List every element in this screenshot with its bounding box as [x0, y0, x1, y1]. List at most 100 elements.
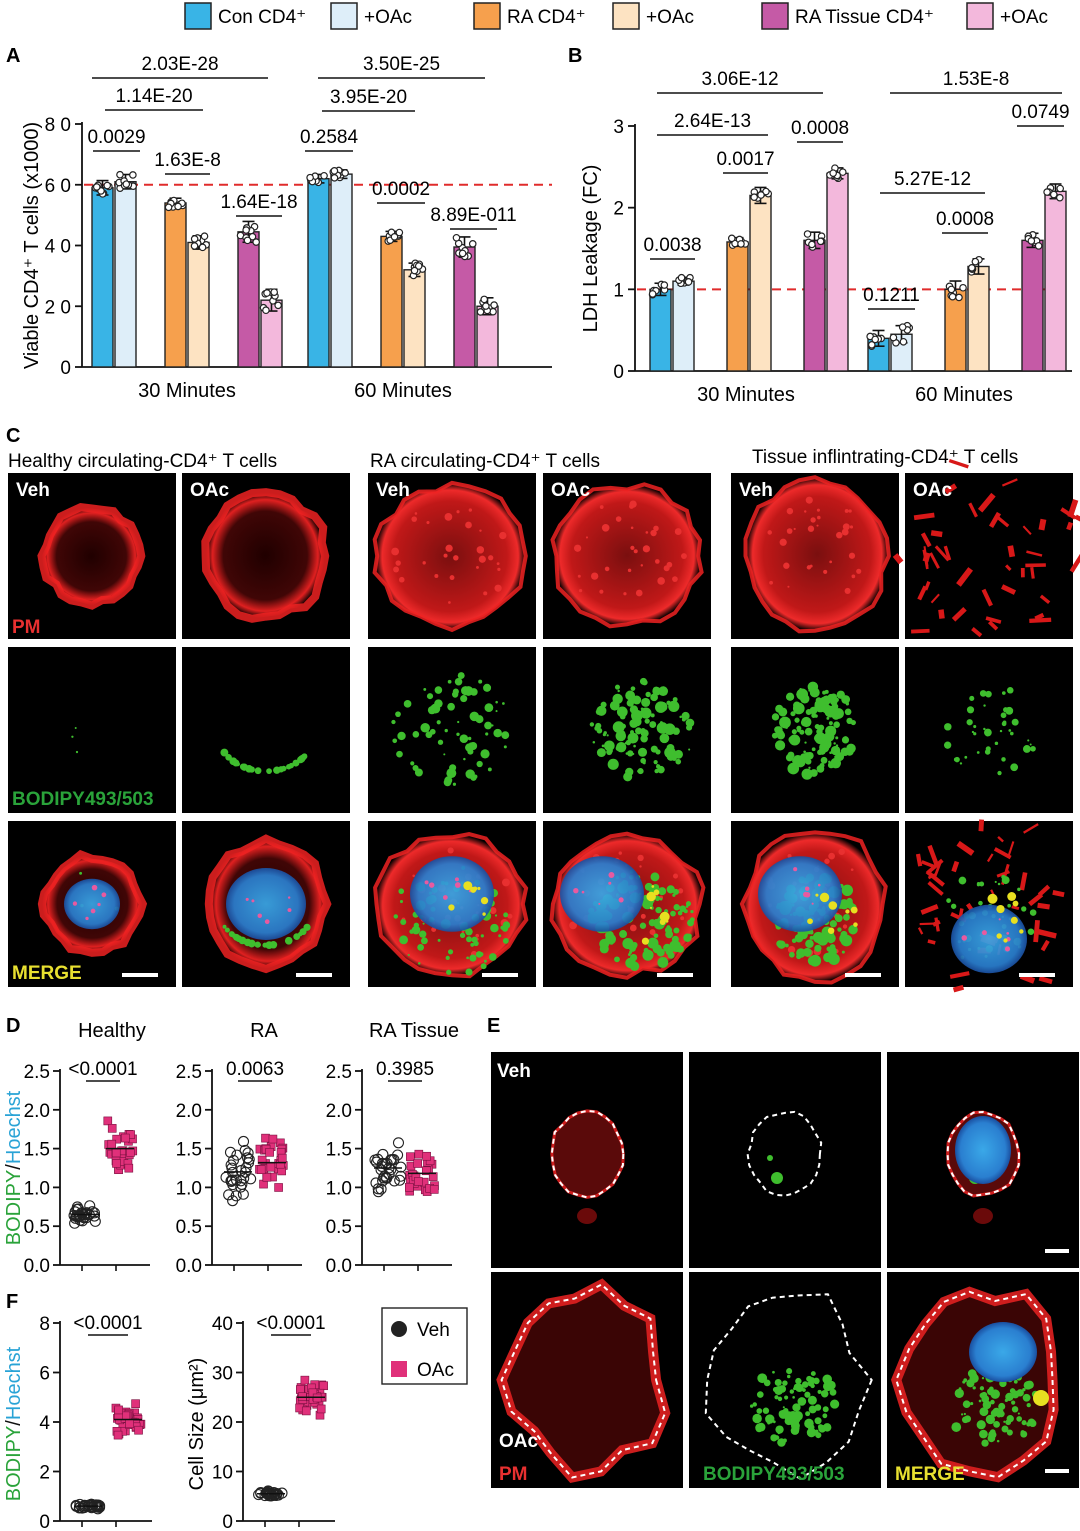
- pm-speckle: [488, 555, 494, 561]
- lipid-droplet: [614, 684, 620, 690]
- lipid-droplet: [647, 937, 659, 949]
- colocalization-spot: [1003, 938, 1008, 943]
- lipid-droplet: [484, 703, 494, 713]
- plasma-membrane: [201, 488, 330, 623]
- lipid-droplet: [471, 936, 478, 943]
- pm-speckle: [787, 945, 796, 954]
- pm-fragment: [985, 616, 1002, 624]
- lipid-droplet: [946, 898, 951, 903]
- pm-speckle: [848, 509, 852, 513]
- lipid-droplet: [672, 697, 678, 702]
- bar: [826, 172, 849, 372]
- lipid-droplet: [752, 1402, 757, 1407]
- lipid-droplet: [1025, 1380, 1034, 1390]
- lipid-droplet: [650, 693, 658, 702]
- colocalization-spot: [463, 881, 473, 891]
- lipid-droplet: [398, 888, 405, 895]
- lipid-droplet: [796, 725, 802, 731]
- lipid-droplet: [1001, 721, 1007, 727]
- lipid-droplet: [674, 749, 683, 759]
- lipid-droplet: [596, 727, 603, 734]
- lipid-droplet: [805, 752, 809, 756]
- lipid-droplet: [595, 722, 602, 729]
- y-tick-label: 2.0: [326, 1101, 352, 1122]
- data-point: [968, 263, 976, 272]
- lipid-droplet: [783, 1411, 794, 1422]
- nucleus: [226, 868, 306, 940]
- lipid-droplet: [972, 1386, 976, 1390]
- lipid-droplet: [765, 1414, 775, 1424]
- y-tick-label: 0: [60, 358, 71, 379]
- legend-label: +OAc: [646, 7, 694, 28]
- y-tick-label: 2.0: [24, 1101, 50, 1122]
- veh-point: [242, 1157, 255, 1169]
- chart-b: 0 1 2 3 30 Minutes 60 Minutes LDH Leakage (FC)…: [580, 69, 1072, 406]
- lipid-droplet: [222, 924, 227, 929]
- y-tick-label: 1: [613, 280, 624, 301]
- lipid-droplet: [841, 736, 850, 744]
- micrograph-background: [543, 647, 711, 813]
- lipid-droplet: [789, 951, 795, 958]
- data-point: [867, 341, 876, 349]
- legend-label: OAc: [417, 1360, 454, 1381]
- pm-fragment: [1030, 566, 1035, 579]
- data-point: [971, 257, 980, 266]
- lipid-droplet: [1027, 928, 1035, 936]
- lipid-droplet: [1021, 906, 1027, 912]
- column-label: OAc: [551, 480, 591, 501]
- lipid-droplet: [770, 1434, 778, 1442]
- lipid-droplet: [642, 702, 645, 705]
- lipid-droplet: [669, 954, 674, 959]
- legend-label: Con CD4⁺: [218, 7, 306, 28]
- lipid-droplet: [632, 695, 642, 705]
- lipid-droplet: [604, 740, 615, 752]
- lipid-droplet: [443, 778, 452, 787]
- lipid-droplet: [399, 935, 409, 945]
- oac-point: [301, 1406, 311, 1416]
- lipid-droplet: [456, 732, 460, 736]
- lipid-droplet: [658, 686, 669, 696]
- plasma-membrane: [743, 475, 891, 634]
- lipid-droplet: [246, 766, 250, 771]
- lipid-droplet: [437, 739, 444, 745]
- oac-point: [414, 1177, 423, 1186]
- row-label: OAc: [499, 1431, 539, 1452]
- pm-speckle: [475, 933, 480, 938]
- lipid-droplet: [659, 733, 670, 744]
- lipid-droplet: [457, 720, 460, 724]
- pm-fragment: [1074, 514, 1080, 527]
- oac-point: [257, 1155, 267, 1165]
- bar: [91, 187, 114, 368]
- veh-point: [224, 1146, 237, 1158]
- pm-fragment: [1038, 518, 1047, 531]
- pm-speckle: [494, 584, 502, 592]
- pm-speckle: [461, 930, 465, 934]
- pm-fragment: [1037, 902, 1050, 910]
- pm-speckle: [499, 531, 507, 540]
- data-point: [252, 238, 260, 246]
- pm-speckle: [578, 588, 583, 593]
- y-tick-label: 1.0: [326, 1178, 352, 1199]
- bar: [453, 246, 476, 368]
- pm-speckle: [422, 561, 426, 565]
- lipid-droplet: [984, 749, 991, 755]
- pm-fragment: [981, 588, 993, 607]
- y-axis-label-part: Hoechst: [3, 1090, 25, 1164]
- pm-speckle: [842, 924, 848, 929]
- lipid-droplet: [994, 880, 997, 884]
- y-tick-label: 1.0: [176, 1178, 202, 1199]
- pm-fragment: [1022, 525, 1032, 535]
- lipid-droplet: [787, 762, 800, 775]
- pm-fragment: [986, 853, 994, 863]
- lipid-droplet: [418, 962, 421, 965]
- pm-fragment: [927, 881, 944, 896]
- lipid-droplet: [1011, 1400, 1016, 1405]
- lipid-droplet: [452, 688, 459, 695]
- pm-speckle: [816, 524, 819, 527]
- lipid-droplet: [979, 1429, 988, 1439]
- lipid-droplet: [666, 743, 675, 752]
- x-group-label: 30 Minutes: [138, 380, 236, 402]
- lipid-droplet: [1029, 909, 1037, 916]
- colocalization-spot: [819, 892, 830, 903]
- colocalization-spot: [827, 927, 835, 934]
